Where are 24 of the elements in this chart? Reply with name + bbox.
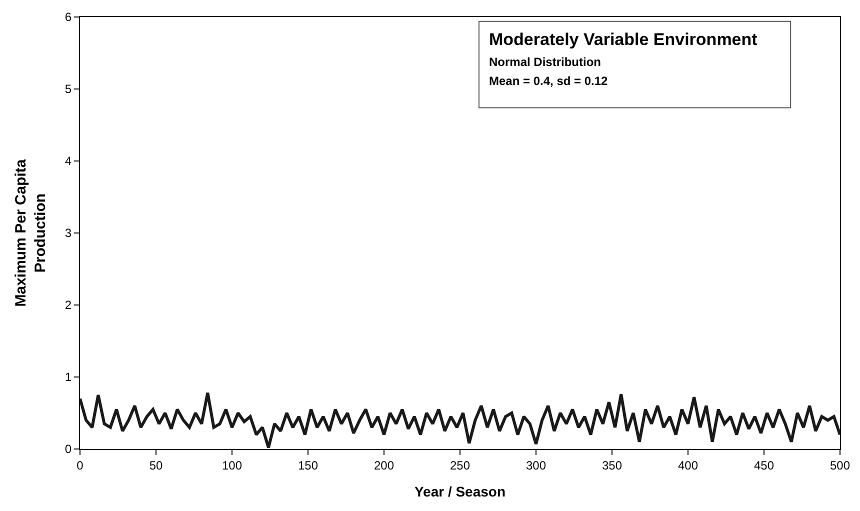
x-tick-label: 250 [450,458,470,472]
x-tick-label: 500 [830,458,850,472]
annotation: Mean = 0.4, sd = 0.12 [489,74,608,88]
x-tick-label: 400 [678,458,698,472]
y-tick-label: 3 [64,226,72,240]
y-tick-label: 0 [64,442,72,456]
x-axis-title: Year / Season [414,484,506,500]
annotation: Moderately Variable Environment [489,30,758,49]
x-tick-label: 350 [602,458,622,472]
line-series [80,391,840,449]
x-tick-label: 0 [76,458,84,472]
x-tick-label: 300 [526,458,546,472]
x-tick-label: 450 [754,458,774,472]
y-tick-label: 5 [64,82,72,96]
y-tick-label: 2 [64,298,72,312]
annotation: Normal Distribution [489,55,602,69]
y-tick-label: 6 [64,10,72,24]
y-axis-title: Maximum Per Capita Production [12,158,50,307]
x-tick-label: 100 [222,458,242,472]
y-tick-label: 1 [64,370,72,384]
x-tick-label: 150 [298,458,318,472]
x-tick-label: 50 [149,458,163,472]
x-tick-label: 200 [374,458,394,472]
y-tick-label: 4 [64,154,72,168]
